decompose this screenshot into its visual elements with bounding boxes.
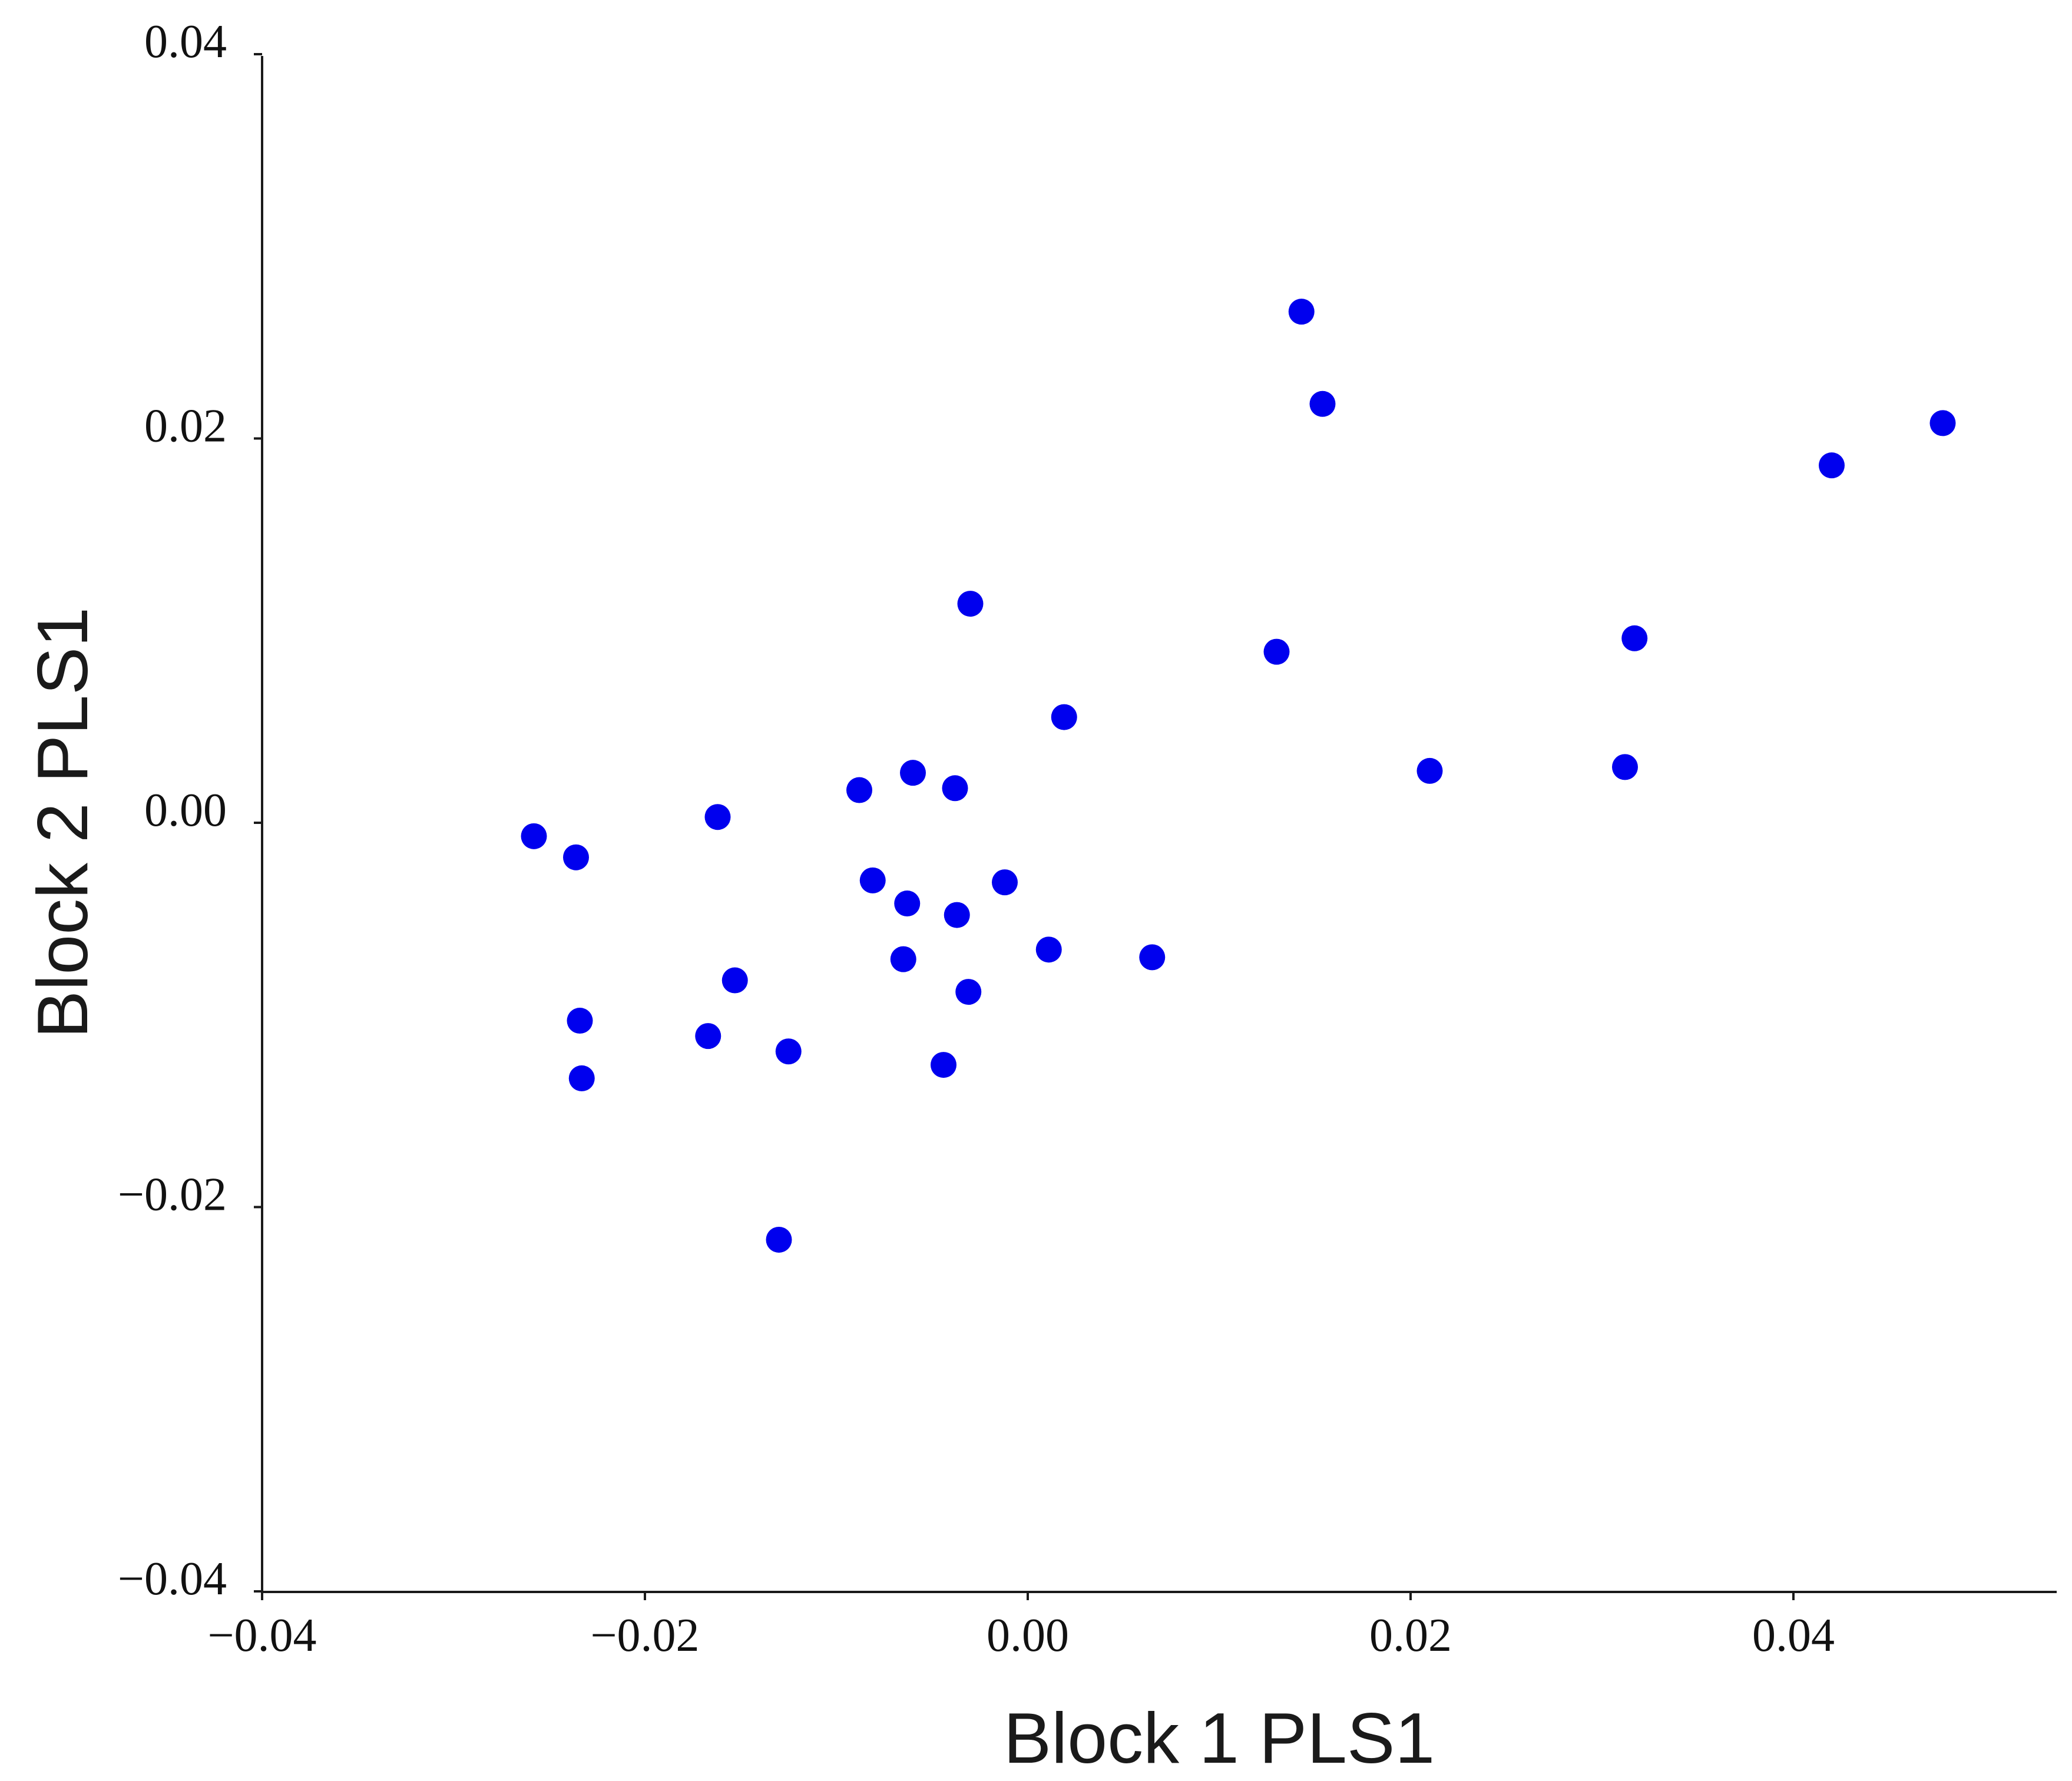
data-point xyxy=(955,979,982,1005)
scatter-points xyxy=(521,299,1956,1253)
data-point xyxy=(1263,638,1290,665)
y-tick-label: 0.04 xyxy=(144,16,227,68)
data-point xyxy=(890,946,916,972)
y-tick-label: −0.02 xyxy=(118,1169,227,1221)
data-point xyxy=(1139,944,1166,971)
data-point xyxy=(521,823,547,849)
data-point xyxy=(931,1052,956,1078)
data-point xyxy=(846,777,872,803)
data-point xyxy=(563,844,589,870)
data-point xyxy=(944,902,970,928)
data-point xyxy=(1309,390,1336,417)
data-point xyxy=(942,775,968,802)
data-point xyxy=(775,1038,802,1065)
data-point xyxy=(766,1226,792,1253)
data-point xyxy=(567,1008,593,1034)
y-axis-ticks: −0.04 −0.02 0.00 0.02 0.04 xyxy=(118,16,262,1605)
data-point xyxy=(568,1065,595,1091)
data-point xyxy=(1612,754,1638,780)
data-point xyxy=(1051,704,1077,730)
y-tick-label: 0.00 xyxy=(144,784,227,836)
data-point xyxy=(894,891,921,917)
data-point xyxy=(1819,452,1845,479)
x-tick-label: 0.04 xyxy=(1752,1610,1835,1661)
x-tick-label: −0.02 xyxy=(590,1610,699,1661)
data-point xyxy=(704,804,731,830)
x-tick-label: −0.04 xyxy=(207,1610,316,1661)
data-point xyxy=(992,869,1018,896)
x-tick-label: 0.02 xyxy=(1369,1610,1452,1661)
data-point xyxy=(1035,936,1062,963)
data-point xyxy=(1621,625,1648,651)
data-point xyxy=(900,760,926,786)
x-axis-title: Block 1 PLS1 xyxy=(1004,1698,1435,1778)
x-tick-label: 0.00 xyxy=(987,1610,1069,1661)
data-point xyxy=(957,591,984,617)
data-point xyxy=(1929,410,1956,436)
data-point xyxy=(859,867,886,893)
y-tick-label: 0.02 xyxy=(144,400,227,452)
y-tick-label: −0.04 xyxy=(118,1553,227,1605)
y-axis-title: Block 2 PLS1 xyxy=(22,607,102,1038)
data-point xyxy=(721,967,748,994)
data-point xyxy=(1416,757,1443,784)
data-point xyxy=(1288,299,1315,325)
x-axis-ticks: −0.04 −0.02 0.00 0.02 0.04 xyxy=(207,1592,1835,1661)
data-point xyxy=(695,1023,721,1050)
